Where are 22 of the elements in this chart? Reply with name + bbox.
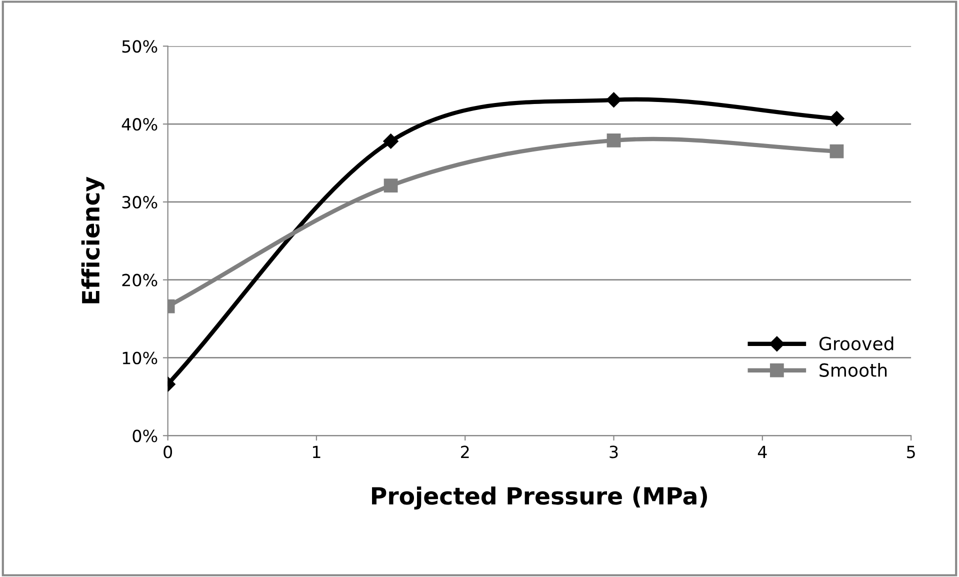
legend-label: Smooth [820, 362, 887, 377]
x-tick-label: 4 [758, 446, 767, 458]
x-tick-label: 5 [907, 446, 915, 458]
y-tick-label: 0% [132, 430, 158, 442]
point [384, 178, 398, 193]
point [606, 133, 621, 148]
x-tick-label: 0 [164, 446, 172, 458]
y-axis-title: Efficiency [81, 176, 104, 304]
y-tick-label: 50% [122, 40, 158, 53]
y-tick-label: 10% [122, 352, 158, 364]
legend-label: Grooved [819, 336, 894, 350]
point [606, 92, 622, 108]
y-tick-label: 40% [122, 118, 158, 131]
x-tick-label: 1 [313, 446, 320, 458]
x-axis-title: Projected Pressure (MPa) [372, 486, 707, 510]
y-tick-label: 30% [122, 196, 158, 209]
point [383, 134, 398, 149]
y-tick-label: 20% [122, 274, 158, 286]
point [829, 111, 844, 126]
x-tick-label: 2 [461, 446, 469, 458]
point [830, 144, 844, 158]
x-tick-label: 3 [610, 446, 618, 458]
